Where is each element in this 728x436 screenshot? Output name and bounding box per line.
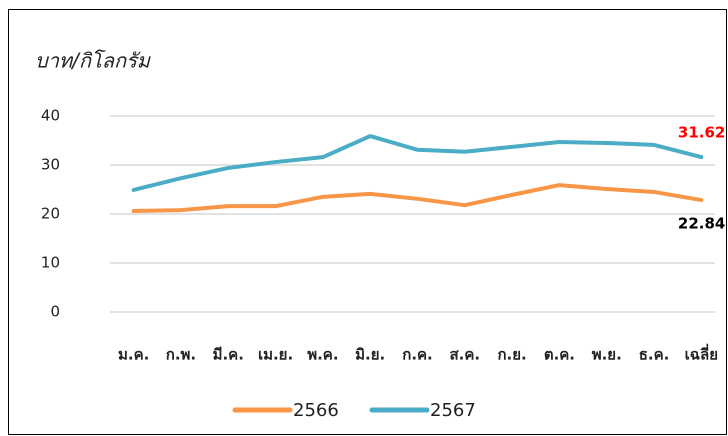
legend-label: 2566 [293, 400, 339, 421]
series-line [131, 183, 704, 214]
x-tick-label: พ.ค. [307, 346, 338, 364]
x-tick-label: ก.ย. [497, 346, 526, 364]
legend-label: 2567 [430, 400, 476, 421]
y-tick-label: 40 [41, 107, 60, 125]
x-tick-label: ก.ค. [402, 346, 433, 364]
x-tick-label: พ.ย. [592, 346, 622, 364]
data-label: 22.84 [678, 215, 725, 233]
y-tick-label: 10 [41, 254, 60, 272]
data-label: 31.62 [678, 124, 725, 142]
x-tick-label: ต.ค. [544, 346, 575, 364]
x-tick-label: ม.ค. [118, 346, 149, 364]
y-tick-label: 0 [50, 303, 60, 321]
x-tick-label: ธ.ค. [639, 346, 670, 364]
x-tick-label: ส.ค. [450, 346, 481, 364]
series-line [131, 134, 704, 192]
x-tick-label: มิ.ย. [355, 346, 385, 364]
x-tick-label: เฉลี่ย [685, 344, 718, 364]
y-tick-label: 20 [41, 205, 60, 223]
x-tick-label: เม.ย. [258, 346, 293, 364]
chart-frame [8, 9, 727, 435]
y-tick-label: 30 [41, 156, 60, 174]
x-tick-label: ก.พ. [166, 346, 196, 364]
chart-title: บาท/กิโลกรัม [35, 49, 152, 73]
x-tick-label: มี.ค. [213, 346, 244, 364]
